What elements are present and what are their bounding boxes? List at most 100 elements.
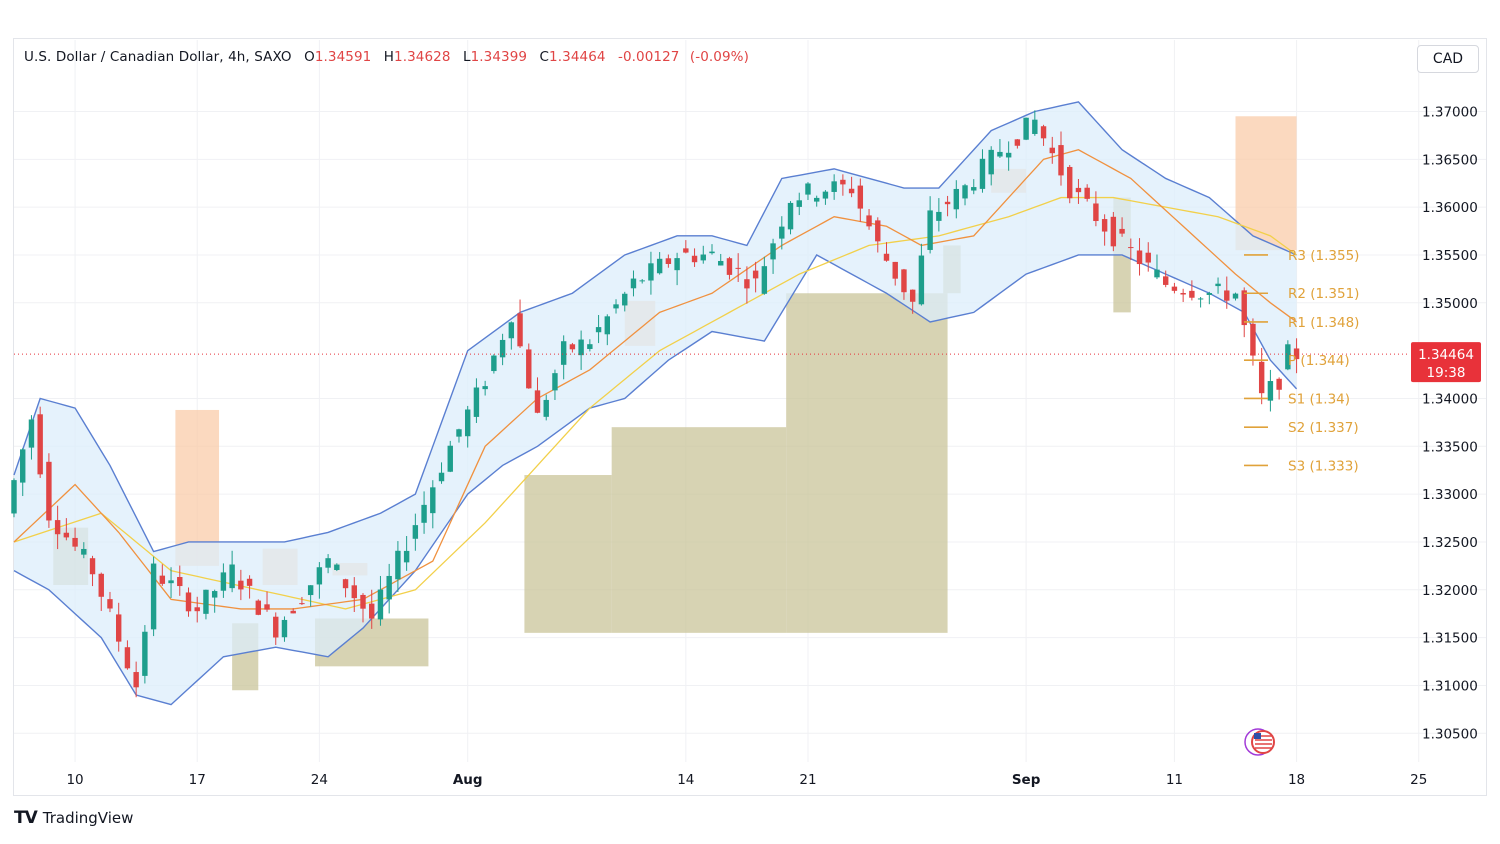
symbol-name: U.S. Dollar / Canadian Dollar, 4h, SAXO <box>24 49 292 65</box>
candle-body <box>464 409 471 437</box>
price-countdown: 19:38 <box>1427 365 1466 381</box>
candle-body <box>744 279 750 289</box>
candle-body <box>403 550 410 563</box>
candle-body <box>1145 252 1151 263</box>
candle-body <box>482 386 488 390</box>
ma-slow-line <box>13 196 1297 610</box>
candle-body <box>491 355 497 372</box>
candle-body <box>72 537 78 547</box>
axes: 1.37000 1.36500 1.36000 1.35500 1.35000 1.340… <box>14 104 1481 788</box>
candle-body <box>822 191 829 199</box>
candle-body <box>560 341 567 365</box>
candle-body <box>1058 145 1064 176</box>
candle-body <box>674 258 680 271</box>
candle-body <box>1101 219 1108 232</box>
candle-body <box>281 619 288 638</box>
brand-name: TradingView <box>42 809 134 827</box>
candle-body <box>1267 381 1274 401</box>
candle-body <box>1040 126 1047 139</box>
candle-body <box>1075 187 1082 193</box>
open-label: O <box>304 49 315 65</box>
candle-body <box>796 200 802 207</box>
candle-body <box>909 289 916 302</box>
y-tick-label: 1.32500 <box>1422 535 1478 551</box>
candle-body <box>735 267 741 269</box>
candle-body <box>28 419 35 448</box>
x-tick-label: 21 <box>799 772 816 788</box>
y-tick-label: 1.35500 <box>1422 248 1478 264</box>
flags <box>1244 728 1275 756</box>
candle-body <box>11 480 17 514</box>
y-tick-label: 1.32000 <box>1422 583 1478 599</box>
supply-zone <box>1235 116 1297 251</box>
candle-body <box>499 339 506 358</box>
candle-body <box>1189 290 1195 298</box>
close-value: 1.34464 <box>549 49 606 65</box>
candles[interactable] <box>11 110 1300 698</box>
candle-body <box>1154 269 1160 278</box>
candle-body <box>979 158 986 189</box>
pivot-label: R1 (1.348) <box>1288 315 1359 331</box>
y-tick-label: 1.37000 <box>1422 104 1478 120</box>
x-tick-label: 18 <box>1288 772 1305 788</box>
candle-body <box>307 585 314 596</box>
change-percent: (-0.09%) <box>689 49 749 65</box>
candle-body <box>787 202 794 230</box>
candle-body <box>875 220 881 242</box>
candle-body <box>883 253 890 261</box>
change-value: -0.00127 <box>617 49 680 65</box>
candle-body <box>927 210 933 250</box>
candle-body <box>543 399 549 417</box>
candle-body <box>1197 298 1204 300</box>
candle-body <box>1206 293 1213 295</box>
candle-body <box>866 215 872 227</box>
candle-body <box>752 270 759 279</box>
candle-body <box>430 487 436 514</box>
candle-body <box>805 183 811 195</box>
candle-body <box>351 585 357 599</box>
candle-body <box>377 589 384 620</box>
candle-body <box>1285 344 1291 370</box>
open-value: 1.34591 <box>314 49 372 65</box>
candle-body <box>98 573 104 597</box>
close-label: C <box>539 49 550 65</box>
candle-body <box>395 550 401 580</box>
candle-body <box>342 579 349 589</box>
candle-body <box>779 226 785 239</box>
bollinger-lower <box>13 254 1298 706</box>
candle-body <box>360 594 366 609</box>
supply-zone <box>175 409 220 566</box>
candle-body <box>456 429 462 437</box>
candle-body <box>534 390 541 413</box>
candle-body <box>892 261 898 279</box>
candle-body <box>194 607 200 612</box>
candle-body <box>1293 348 1300 360</box>
candle-body <box>1162 276 1169 285</box>
y-tick-label: 1.33500 <box>1422 439 1478 455</box>
candle-body <box>901 269 907 293</box>
y-tick-label: 1.33000 <box>1422 487 1478 503</box>
candle-body <box>1110 216 1117 247</box>
candle-body <box>37 414 43 475</box>
candle-body <box>238 580 244 590</box>
candle-body <box>517 313 523 347</box>
candle-body <box>334 564 340 571</box>
ma-fast-line <box>13 149 1297 610</box>
demand-zone <box>611 427 787 633</box>
candle-body <box>1258 361 1265 394</box>
candle-body <box>316 567 323 585</box>
candle-body <box>595 327 602 333</box>
candle-body <box>1180 292 1186 295</box>
candle-body <box>1067 166 1073 199</box>
candle-body <box>142 631 148 676</box>
candle-body <box>203 589 209 614</box>
candle-body <box>1032 119 1038 134</box>
candle-body <box>211 591 218 598</box>
candle-body <box>944 201 951 205</box>
tradingview-brand[interactable]: TV TradingView <box>14 808 133 828</box>
pivot-label: R2 (1.351) <box>1288 286 1359 302</box>
low-value: 1.34399 <box>470 49 528 65</box>
currency-button[interactable]: CAD <box>1417 45 1479 73</box>
y-tick-label: 1.36500 <box>1422 152 1478 168</box>
